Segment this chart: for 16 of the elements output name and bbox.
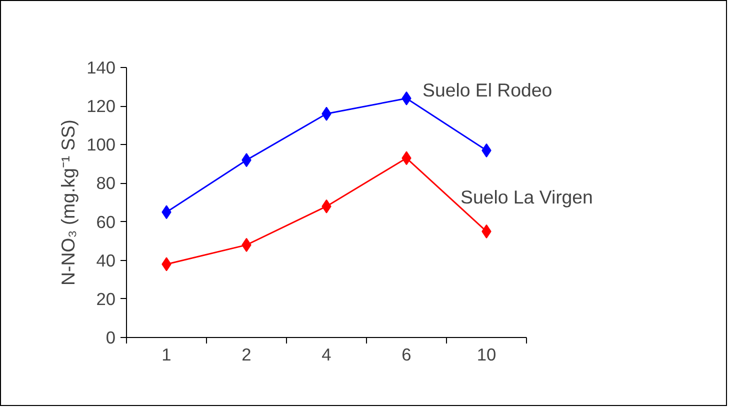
y-tick-label: 80: [96, 173, 116, 194]
y-tick-label: 0: [106, 328, 116, 348]
y-tick-label: 140: [86, 58, 116, 78]
x-tick-label: 4: [322, 344, 332, 364]
y-tick-label: 60: [96, 212, 116, 232]
y-tick-label: 20: [96, 288, 116, 309]
x-tick-label: 2: [242, 344, 252, 364]
y-tick-label: 40: [96, 250, 116, 270]
x-tick-label: 10: [476, 344, 496, 364]
series-label: Suelo La Virgen: [460, 186, 593, 208]
y-axis-title: N-NO₃ (mg.kg⁻¹ SS): [58, 120, 79, 286]
y-tick-label: 100: [86, 134, 116, 155]
x-tick-label: 6: [402, 344, 412, 364]
series-label: Suelo El Rodeo: [422, 79, 552, 100]
y-tick-label: 120: [86, 96, 116, 116]
x-tick-label: 1: [162, 344, 172, 364]
